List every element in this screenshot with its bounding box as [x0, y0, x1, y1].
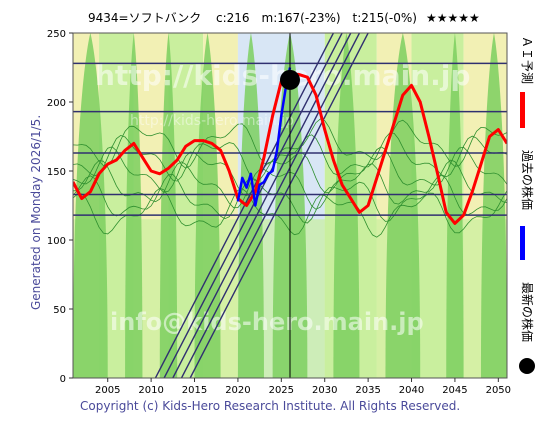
green-band: [237, 33, 264, 378]
legend-past-label: 過去の株価: [520, 150, 535, 210]
y-tick-label: 200: [47, 98, 66, 109]
green-band: [125, 33, 143, 378]
green-band: [333, 33, 360, 378]
legend-ai-swatch: [520, 92, 525, 128]
axis-ticks: 2005 2010 2015 2020 2025 2030 2035 2040 2045 2050…: [47, 29, 511, 396]
rating-stars: ★★★★★: [426, 11, 480, 25]
green-band: [159, 33, 178, 378]
y-tick-label: 50: [53, 305, 66, 316]
legend: ＡＩ予測 過去の株価 最新の株価: [519, 36, 535, 374]
y-tick-label: 0: [60, 374, 66, 385]
generated-label: Generated on Monday 2026/1/5.: [29, 115, 43, 310]
green-band: [194, 33, 221, 378]
x-tick-label: 2035: [355, 385, 380, 396]
legend-ai-label: ＡＩ予測: [520, 36, 534, 84]
trend-line: [172, 33, 352, 378]
past-price-line: [236, 67, 292, 207]
x-tick-label: 2025: [269, 385, 294, 396]
watermark-bottom: info@kids-hero.main.jp: [110, 308, 424, 336]
x-tick-label: 2040: [399, 385, 424, 396]
legend-latest-dot: [519, 358, 535, 374]
x-tick-label: 2050: [486, 385, 511, 396]
x-tick-label: 2045: [442, 385, 467, 396]
green-band: [446, 33, 464, 378]
current-price-dot: [280, 69, 300, 90]
x-tick-label: 2010: [138, 385, 163, 396]
chart-stats: c:216 m:167(-23%) t:215(-0%): [216, 11, 417, 25]
y-tick-label: 250: [47, 29, 66, 40]
trend-line: [189, 33, 369, 378]
x-tick-label: 2015: [182, 385, 207, 396]
x-tick-label: 2005: [95, 385, 120, 396]
x-tick-label: 2020: [225, 385, 250, 396]
x-tick-label: 2030: [312, 385, 337, 396]
plot-area: http://kids-hero.main.jp http://kids-her…: [73, 33, 507, 378]
copyright-text: Copyright (c) Kids-Hero Research Institu…: [80, 399, 460, 413]
legend-latest-label: 最新の株価: [520, 282, 535, 342]
watermark-mid: http://kids-hero.main.jp: [130, 113, 294, 129]
plot-frame: [72, 32, 508, 379]
legend-past-swatch: [520, 226, 525, 260]
y-tick-label: 100: [47, 236, 66, 247]
green-band: [73, 33, 108, 378]
y-tick-label: 150: [47, 167, 66, 178]
chart-title: 9434=ソフトバンク: [88, 11, 201, 25]
trend-line: [180, 33, 361, 378]
green-band: [480, 33, 507, 378]
current-marker-group: [280, 33, 300, 378]
